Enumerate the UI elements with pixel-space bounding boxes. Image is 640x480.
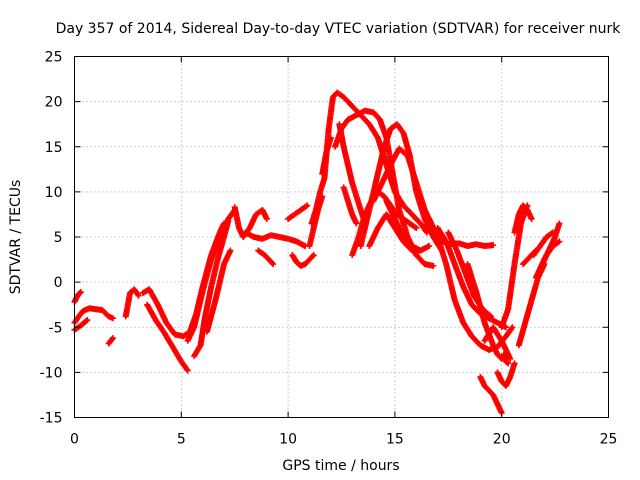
series-arc-11 [231, 204, 270, 240]
data-point [270, 261, 277, 268]
series-arc-8 [191, 217, 232, 360]
y-tick-label: 10 [45, 185, 63, 201]
x-tick-label: 10 [279, 432, 297, 448]
data-point [227, 247, 234, 254]
data-point [77, 289, 84, 296]
series-arc-42 [530, 229, 556, 259]
data-point [556, 238, 563, 245]
data-point [109, 315, 116, 322]
data-point [426, 243, 433, 250]
series-arc-7 [144, 301, 191, 374]
y-tick-label: -5 [49, 320, 63, 336]
series-arc-36 [481, 324, 514, 362]
series-arc-26 [383, 197, 424, 254]
x-tick-labels: 0 5 10 15 20 25 [70, 432, 617, 448]
data-point [319, 193, 326, 200]
data-point [83, 317, 90, 324]
data-point [327, 134, 334, 141]
data-point [505, 360, 512, 367]
series-arc-15 [289, 252, 317, 269]
data-point [84, 317, 91, 324]
series-arc-2 [71, 289, 84, 305]
data-points [71, 89, 563, 416]
data-point [417, 247, 424, 254]
series-arc-24 [349, 188, 420, 259]
data-point [184, 367, 191, 374]
y-tick-label: 25 [45, 50, 63, 66]
x-axis-label: GPS time / hours [282, 458, 399, 474]
data-point [263, 215, 270, 222]
series-arc-34 [498, 202, 531, 331]
data-point [430, 262, 437, 269]
grid-lines [74, 56, 609, 418]
series-arc-17 [306, 193, 326, 250]
series-arc-37 [511, 202, 535, 236]
y-tick-label: 20 [45, 95, 63, 111]
data-point [490, 242, 497, 249]
data-point [511, 360, 518, 367]
y-tick-label: -15 [40, 411, 63, 427]
x-tick-label: 20 [493, 432, 511, 448]
series-arc-32 [477, 373, 505, 416]
data-point [504, 359, 511, 366]
x-tick-label: 15 [386, 432, 404, 448]
series-arc-30 [438, 238, 497, 250]
y-tick-label: 5 [54, 230, 63, 246]
data-point [509, 324, 516, 331]
series-arc-33 [494, 360, 518, 389]
data-point [507, 355, 514, 362]
series-arc-13 [255, 247, 277, 268]
series-arc-4 [105, 335, 116, 347]
series-arc-1 [71, 305, 116, 326]
y-axis-label: SDTVAR / TECUs [8, 180, 24, 295]
chart-title: Day 357 of 2014, Sidereal Day-to-day VTE… [56, 21, 622, 37]
series-arc-20 [340, 184, 360, 227]
data-point [109, 336, 116, 343]
series-arc-5 [122, 286, 142, 320]
series-arc-10 [203, 247, 234, 335]
series-arc-14 [285, 202, 311, 222]
data-point [310, 252, 317, 259]
x-tick-label: 0 [70, 432, 79, 448]
series-arc-27 [426, 215, 516, 353]
data-point [109, 335, 116, 342]
data-point [135, 292, 142, 299]
data-point [76, 289, 83, 296]
data-point [269, 259, 276, 266]
data-point [353, 220, 360, 227]
x-tick-label: 25 [600, 432, 618, 448]
data-point [413, 224, 420, 231]
axis-ticks [74, 56, 609, 418]
y-tick-label: 15 [45, 140, 63, 156]
data-point [488, 313, 495, 320]
data-point [556, 220, 563, 227]
data-point [528, 215, 535, 222]
y-tick-label: 0 [54, 275, 63, 291]
y-tick-label: -10 [40, 365, 63, 381]
series-arc-12 [242, 229, 309, 250]
data-point [304, 202, 311, 209]
series-arc-41 [537, 238, 563, 272]
data-point [309, 253, 316, 260]
series-arc-18 [319, 134, 334, 177]
series-arc-39 [515, 261, 548, 349]
data-point [549, 229, 556, 236]
y-tick-labels: -15 -10 -5 0 5 10 15 20 25 [40, 50, 63, 427]
x-tick-label: 5 [177, 432, 186, 448]
